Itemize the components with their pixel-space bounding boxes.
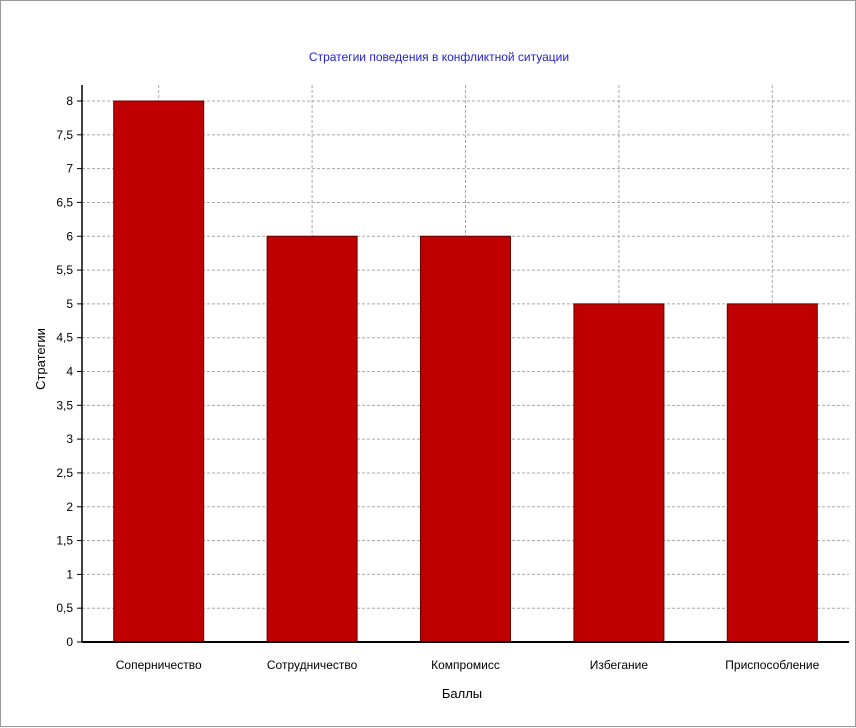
x-tick-labels: Соперничество Сотрудничество Компромисс Изб…	[116, 658, 820, 672]
y-axis-label: Стратегии	[33, 328, 48, 390]
x-tick-label: Сотрудничество	[267, 658, 358, 672]
x-axis-label: Баллы	[442, 686, 482, 701]
y-tick-labels: 0 0,5 1 1,5 2 2,5 3 3,5 4 4,5 5 5,5 6 6,5 7 7,5 8	[56, 94, 73, 649]
bar-3	[420, 235, 511, 643]
y-tick-label: 1,5	[56, 534, 73, 548]
bar-1	[113, 100, 205, 643]
y-tick-label: 3	[66, 432, 73, 446]
y-tick-label: 0	[66, 635, 73, 649]
bar-4	[573, 303, 665, 643]
y-tick-label: 3,5	[56, 398, 73, 412]
y-tick-label: 5	[66, 297, 73, 311]
y-tick-label: 0,5	[56, 601, 73, 615]
axes	[77, 85, 849, 643]
x-tick-label: Избегание	[590, 658, 649, 672]
x-tick-label: Приспособление	[725, 658, 819, 672]
bars	[113, 100, 818, 643]
y-tick-label: 2	[66, 500, 73, 514]
y-tick-label: 5,5	[56, 263, 73, 277]
x-tick-label: Компромисс	[431, 658, 500, 672]
y-tick-label: 2,5	[56, 466, 73, 480]
bar-2	[266, 235, 358, 643]
y-tick-label: 6	[66, 229, 73, 243]
chart-title: Стратегии поведения в конфликтной ситуац…	[309, 50, 569, 64]
y-tick-label: 6,5	[56, 195, 73, 209]
y-tick-label: 8	[66, 94, 73, 108]
y-tick-label: 7	[66, 162, 73, 176]
y-tick-label: 1	[66, 567, 73, 581]
y-tick-label: 4,5	[56, 331, 73, 345]
y-tick-label: 4	[66, 365, 73, 379]
x-tick-label: Соперничество	[116, 658, 202, 672]
bar-5	[726, 303, 818, 643]
y-tick-label: 7,5	[56, 128, 73, 142]
